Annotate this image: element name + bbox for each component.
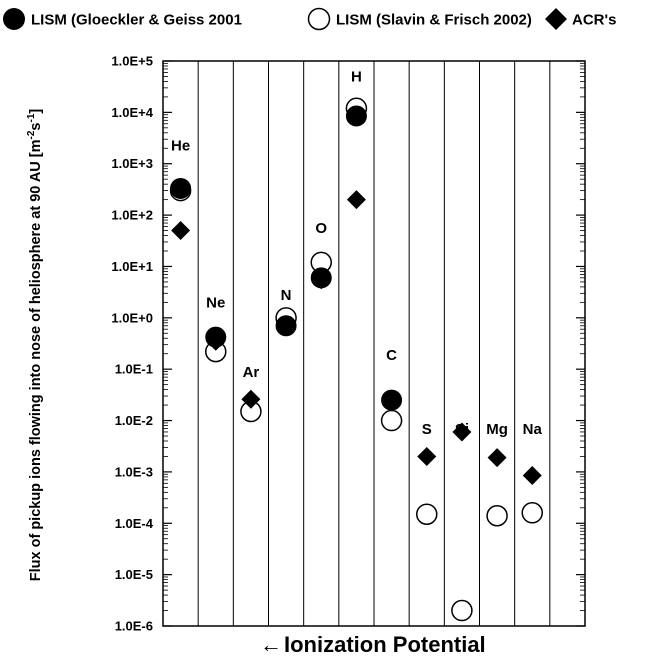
point-filled-circle-he [170,177,192,199]
category-labels: HeNeArNOHCSSiMgNa [171,68,542,437]
y-tick-label: 1.0E-6 [115,619,153,634]
point-open-circle-c [380,409,403,432]
point-filled-diamond-si [452,422,472,442]
y-tick-label: 1.0E-1 [115,362,153,377]
markers [169,97,543,622]
y-axis: 1.0E-6 1.0E-5 1.0E-4 1.0E-3 1.0E-2 1.0E-1 1.0E… [111,54,585,634]
point-filled-circle-c [381,389,403,411]
point-filled-diamond-he [171,221,191,241]
point-open-circle-mg [486,505,508,527]
y-tick-label: 1.0E+1 [111,259,153,274]
element-label-ne: Ne [206,294,225,311]
element-label-ar: Ar [243,364,260,381]
legend-marker-filled-circle [3,8,25,30]
element-label-s: S [422,421,432,438]
x-axis-label-text: Ionization Potential [284,632,486,657]
x-axis-label: ← Ionization Potential [260,632,486,657]
element-label-h: H [351,68,362,85]
legend-item-filled-diamond: ACR's [545,8,616,30]
legend-marker-open-circle [307,7,331,31]
y-tick-label: 1.0E-4 [115,516,154,531]
legend-label: LISM (Gloeckler & Geiss 2001 [31,12,242,29]
y-tick-label: 1.0E+0 [111,310,153,325]
y-axis-label: Flux of pickup ions flowing into nose of… [26,109,44,582]
legend-label: ACR's [572,12,616,29]
legend-item-filled-circle: LISM (Gloeckler & Geiss 2001 [3,8,242,30]
y-tick-label: 1.0E-3 [115,464,153,479]
element-label-c: C [386,347,397,364]
y-tick-label: 1.0E-5 [115,567,153,582]
element-label-n: N [281,287,292,304]
element-label-mg: Mg [486,421,508,438]
point-filled-circle-n [275,315,297,337]
point-filled-diamond-ne [206,331,226,351]
element-label-o: O [315,220,327,237]
legend-item-open-circle: LISM (Slavin & Frisch 2002) [307,7,532,31]
point-filled-diamond-na [522,466,542,486]
point-filled-diamond-h [346,190,366,210]
point-filled-circle-h [345,105,367,127]
y-tick-label: 1.0E-2 [115,413,153,428]
point-filled-diamond-s [417,446,437,466]
element-label-he: He [171,138,190,155]
point-open-circle-s [416,503,438,525]
point-filled-diamond-mg [487,448,507,468]
x-axis-label-arrow: ← [260,632,282,657]
legend: LISM (Gloeckler & Geiss 2001 LISM (Slavin… [3,7,616,31]
point-open-circle-si [451,599,473,622]
legend-marker-filled-diamond [545,8,567,30]
y-tick-label: 1.0E+3 [111,156,153,171]
point-open-circle-na [521,502,543,524]
legend-label: LISM (Slavin & Frisch 2002) [336,12,532,29]
y-tick-label: 1.0E+4 [111,105,153,120]
element-label-na: Na [523,421,543,438]
plot-grid [162,60,586,627]
y-tick-label: 1.0E+5 [111,54,153,69]
point-filled-diamond-o [311,270,331,290]
point-filled-diamond-ar [241,389,261,409]
y-tick-label: 1.0E+2 [111,208,153,223]
